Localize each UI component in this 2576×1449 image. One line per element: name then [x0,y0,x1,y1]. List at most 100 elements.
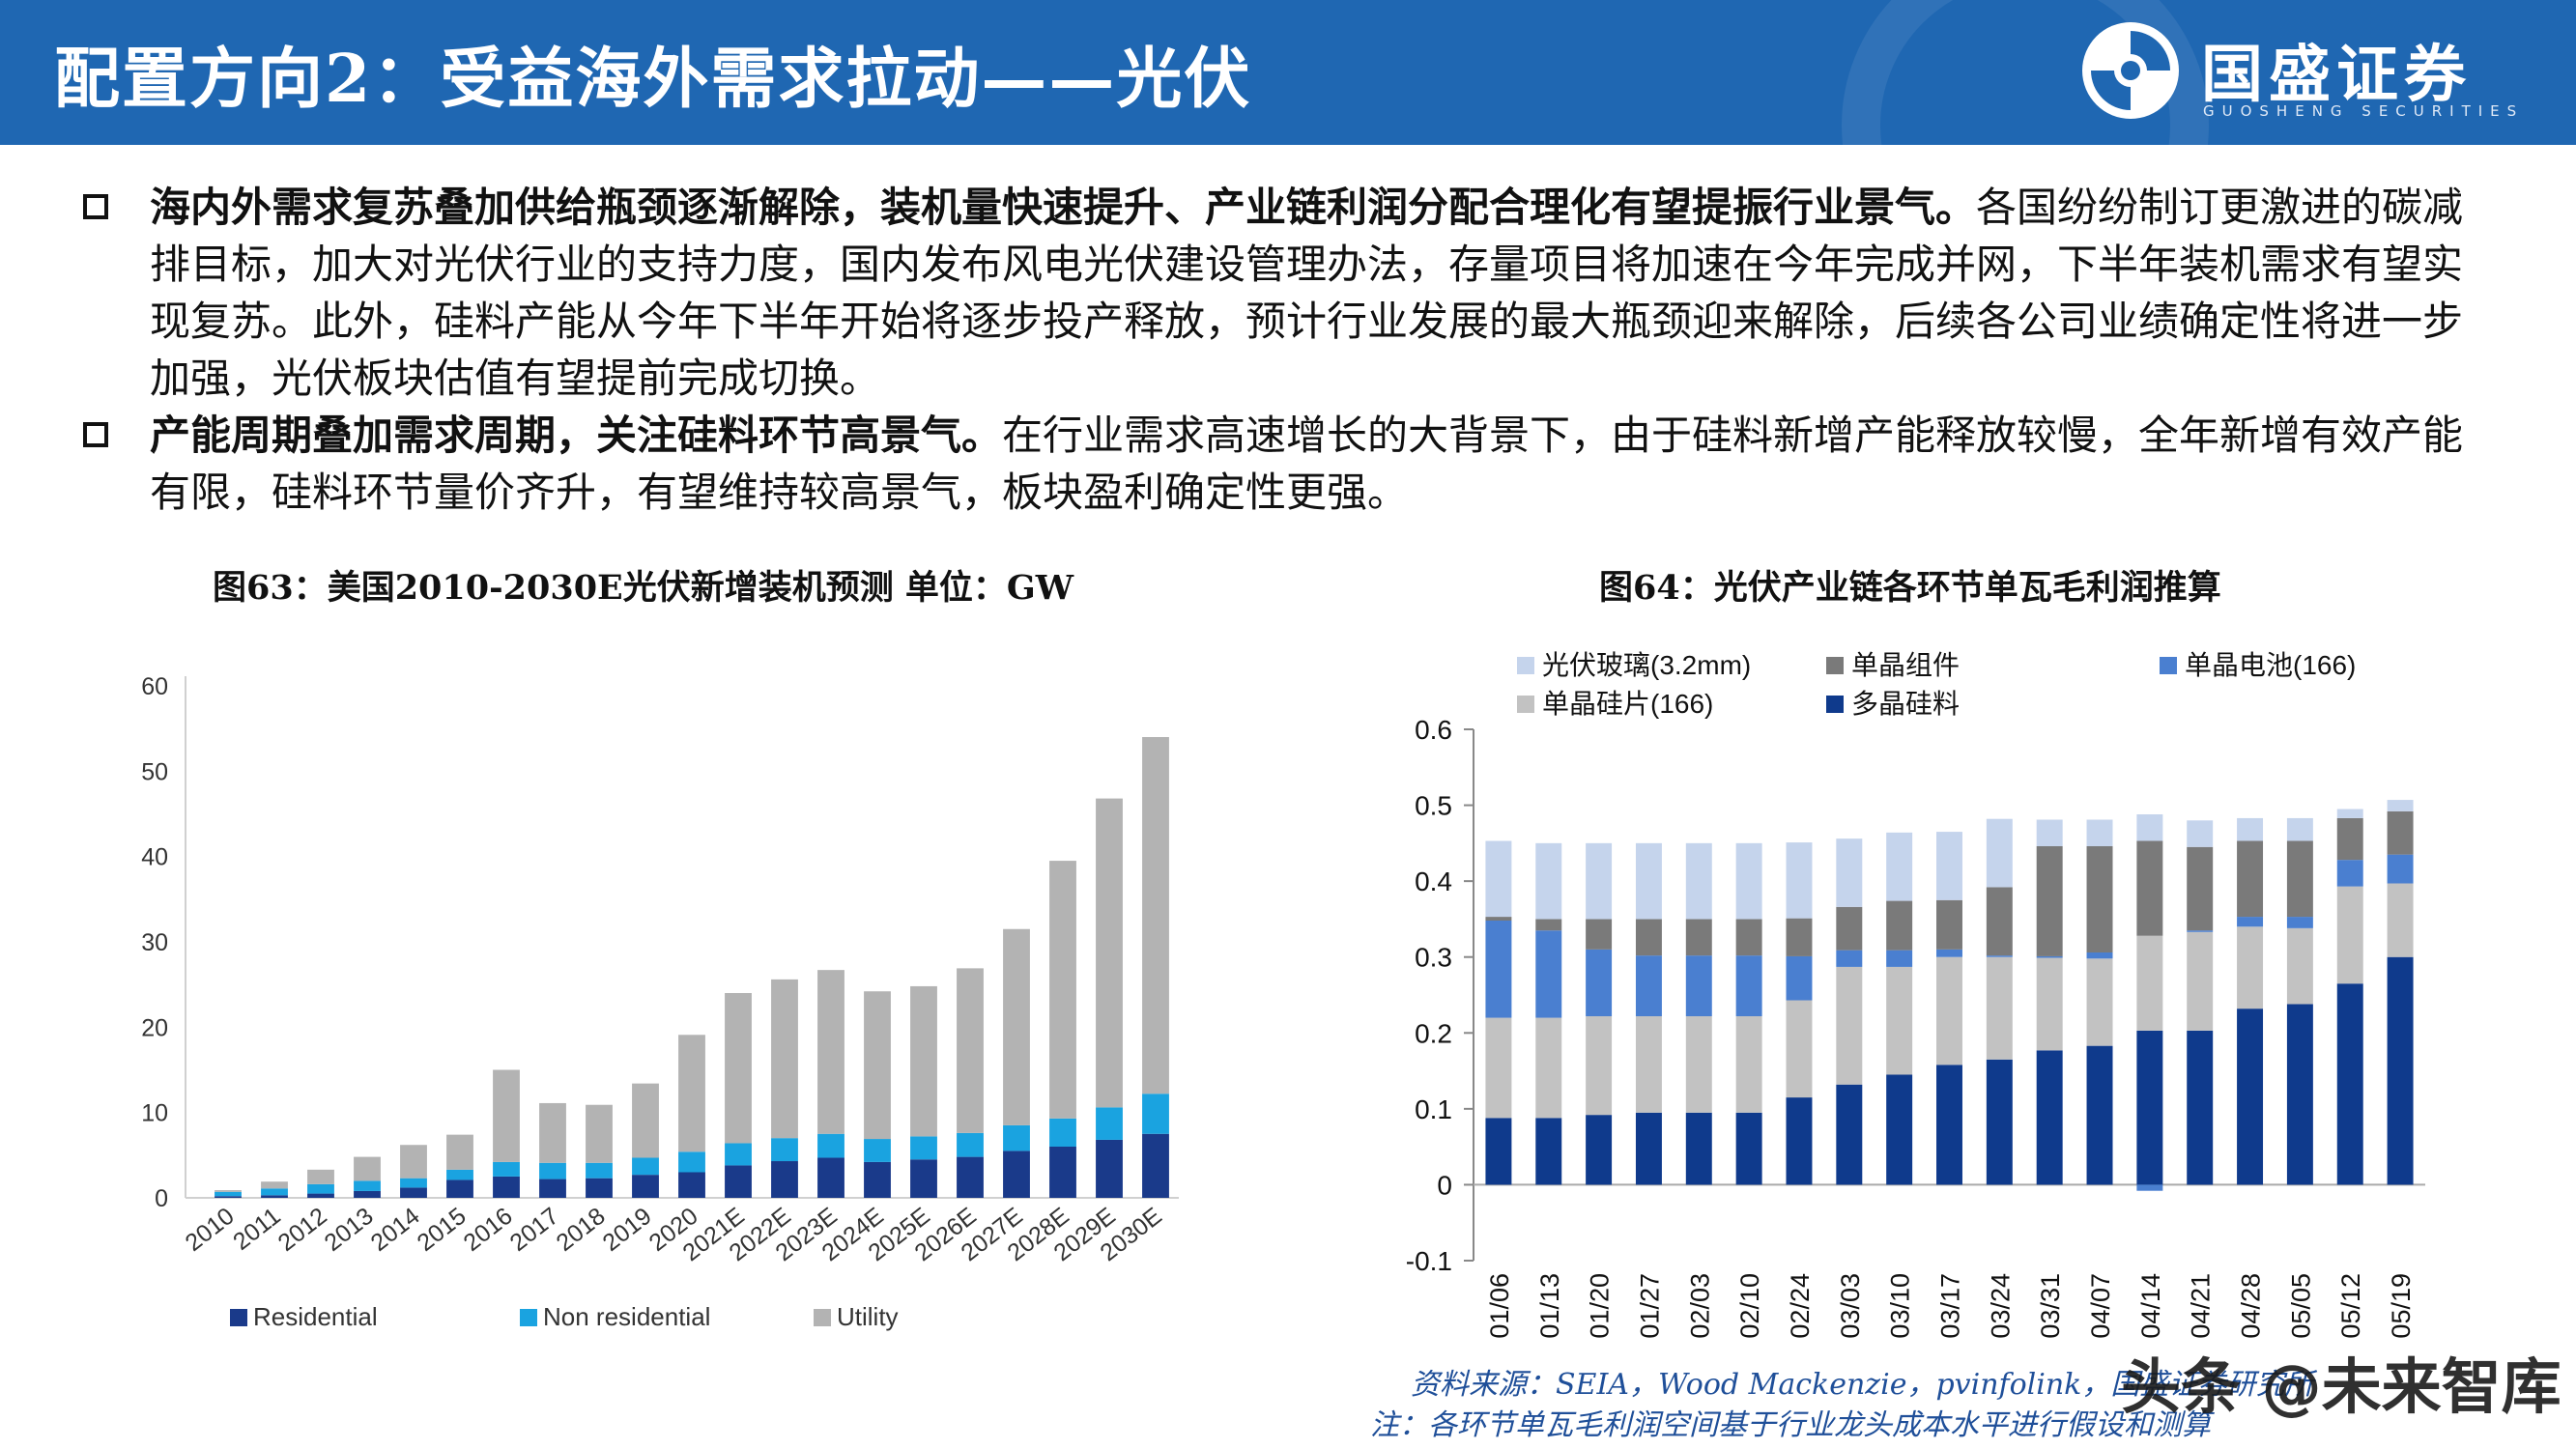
bar-segment [817,1157,844,1198]
legend-label: 单晶电池(166) [2185,650,2356,680]
y-tick-label: 0.2 [1415,1018,1452,1048]
x-tick-label: 21/03/03 [1836,1273,1865,1338]
bullet-body: 各国纷纷制订更激进的碳减排目标，加大对光伏行业的支持力度，国内发布风电光伏建设管… [150,184,2464,402]
bar-segment [1586,1016,1613,1116]
bar-segment [1485,917,1512,921]
bar-segment [1735,842,1762,920]
bar-segment [1836,1084,1863,1185]
bar-segment [864,1139,891,1162]
x-tick-label: 2011 [228,1203,286,1256]
bar-segment [215,1196,242,1198]
bar-segment [1735,919,1762,956]
x-tick-label: 2010 [181,1203,240,1257]
y-tick-label: 10 [141,1100,168,1127]
bar-segment [1735,955,1762,1016]
x-tick-label: 21/01/13 [1535,1273,1564,1338]
bar-segment [1535,919,1562,931]
bar-segment [1786,1097,1813,1185]
bar-segment [493,1069,520,1162]
bar-segment [632,1157,659,1176]
bullet-lead: 产能周期叠加需求周期，关注硅料环节高景气。 [150,412,1003,459]
bar-segment [817,970,844,1134]
x-tick-label: 2015 [413,1203,472,1257]
bar-segment [1786,842,1813,919]
bar-segment [1142,737,1169,1094]
bar-segment [1936,949,1962,957]
x-tick-label: 21/04/21 [2187,1273,2216,1338]
bar-segment [586,1178,613,1198]
bar-segment [1786,918,1813,956]
bar-segment [2036,1050,2063,1185]
bar-segment [771,1138,798,1162]
y-tick-label: 40 [141,844,168,871]
note-line: 注：各环节单瓦毛利润空间基于行业龙头成本水平进行假设和测算 [1370,1408,2211,1442]
bar-segment [354,1180,381,1191]
bar-segment [539,1102,566,1163]
bar-segment [261,1188,288,1196]
bar-segment [1685,1112,1712,1185]
x-tick-label: 2016 [459,1203,518,1257]
y-tick-label: 0.4 [1415,867,1452,896]
bar-segment [2036,819,2063,846]
bar-segment [1786,1000,1813,1098]
bar-segment [2237,1009,2264,1185]
x-tick-label: 2012 [273,1203,332,1257]
bar-segment [307,1193,334,1198]
bar-segment [2286,840,2313,918]
bar-segment [1986,887,2013,956]
bar-segment [1485,1017,1512,1119]
bar-segment [864,991,891,1140]
y-tick-label: 0.1 [1415,1094,1452,1124]
bar-segment [1635,1016,1662,1113]
bar-segment [678,1151,705,1173]
bar-segment [1535,842,1562,920]
x-tick-label: 2017 [505,1203,564,1257]
bar-segment [2237,817,2264,841]
bar-segment [1003,928,1030,1125]
x-tick-label: 21/05/19 [2387,1273,2416,1338]
bar-segment [1485,840,1512,918]
bar-segment [1096,1107,1123,1140]
bar-segment [725,993,752,1144]
bar-segment [2136,1030,2163,1185]
bullet-lead: 海内外需求复苏叠加供给瓶颈逐渐解除，装机量快速提升、产业链利润分配合理化有望提振… [150,184,1977,231]
bar-segment [2036,846,2063,956]
source-line: 资料来源：SEIA，Wood Mackenzie，pvinfolink，国盛证券… [1411,1368,2314,1402]
bullet-item: 产能周期叠加需求周期，关注硅料环节高景气。在行业需求高速增长的大背景下，由于硅料… [77,407,2493,521]
y-tick-label: 60 [141,673,168,700]
bar-segment [307,1183,334,1194]
bar-segment [1142,1094,1169,1134]
bar-segment [1635,842,1662,920]
legend-swatch [2160,657,2177,674]
bar-segment [910,1136,937,1160]
bar-segment [1685,842,1712,920]
bar-segment [2086,1045,2113,1185]
bar-segment [957,1132,984,1157]
page-title: 配置方向2：受益海外需求拉动——光伏 [54,41,1252,118]
bar-segment [2336,817,2363,861]
y-tick-label: 50 [141,758,168,785]
bullet-list: 海内外需求复苏叠加供给瓶颈逐渐解除，装机量快速提升、产业链利润分配合理化有望提振… [77,179,2493,521]
bar-segment [2086,958,2113,1046]
y-tick-label: -0.1 [1406,1246,1452,1276]
legend-label: 光伏玻璃(3.2mm) [1542,650,1751,680]
bar-segment [1096,1139,1123,1198]
bar-segment [1886,832,1913,901]
legend-label: 单晶组件 [1851,650,1960,680]
bar-segment [864,1161,891,1198]
bar-segment [2286,927,2313,1005]
bar-segment [1936,899,1962,950]
bar-segment [771,979,798,1139]
bar-segment [1535,1118,1562,1185]
bar-segment [400,1187,427,1198]
bar-segment [1003,1124,1030,1151]
bar-segment [2187,931,2214,1031]
chart-us-pv-installs: 0102030405060201020112012201320142015201… [141,673,1179,1331]
bar-segment [1886,950,1913,967]
bar-segment [539,1179,566,1198]
x-tick-label: 21/02/24 [1786,1273,1815,1338]
y-tick-label: 20 [141,1014,168,1041]
legend-swatch [1826,657,1844,674]
bar-segment [493,1176,520,1198]
y-tick-label: 0.6 [1415,715,1452,745]
